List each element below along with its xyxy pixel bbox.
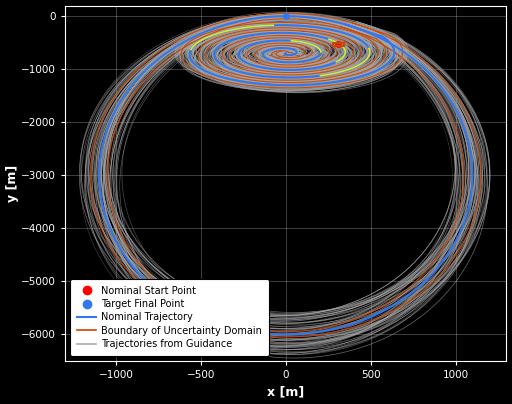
Bar [333,43,344,46]
Y-axis label: y [m]: y [m] [6,164,18,202]
Legend: Nominal Start Point, Target Final Point, Nominal Trajectory, Boundary of Uncerta: Nominal Start Point, Target Final Point,… [70,279,269,356]
X-axis label: x [m]: x [m] [267,385,305,398]
